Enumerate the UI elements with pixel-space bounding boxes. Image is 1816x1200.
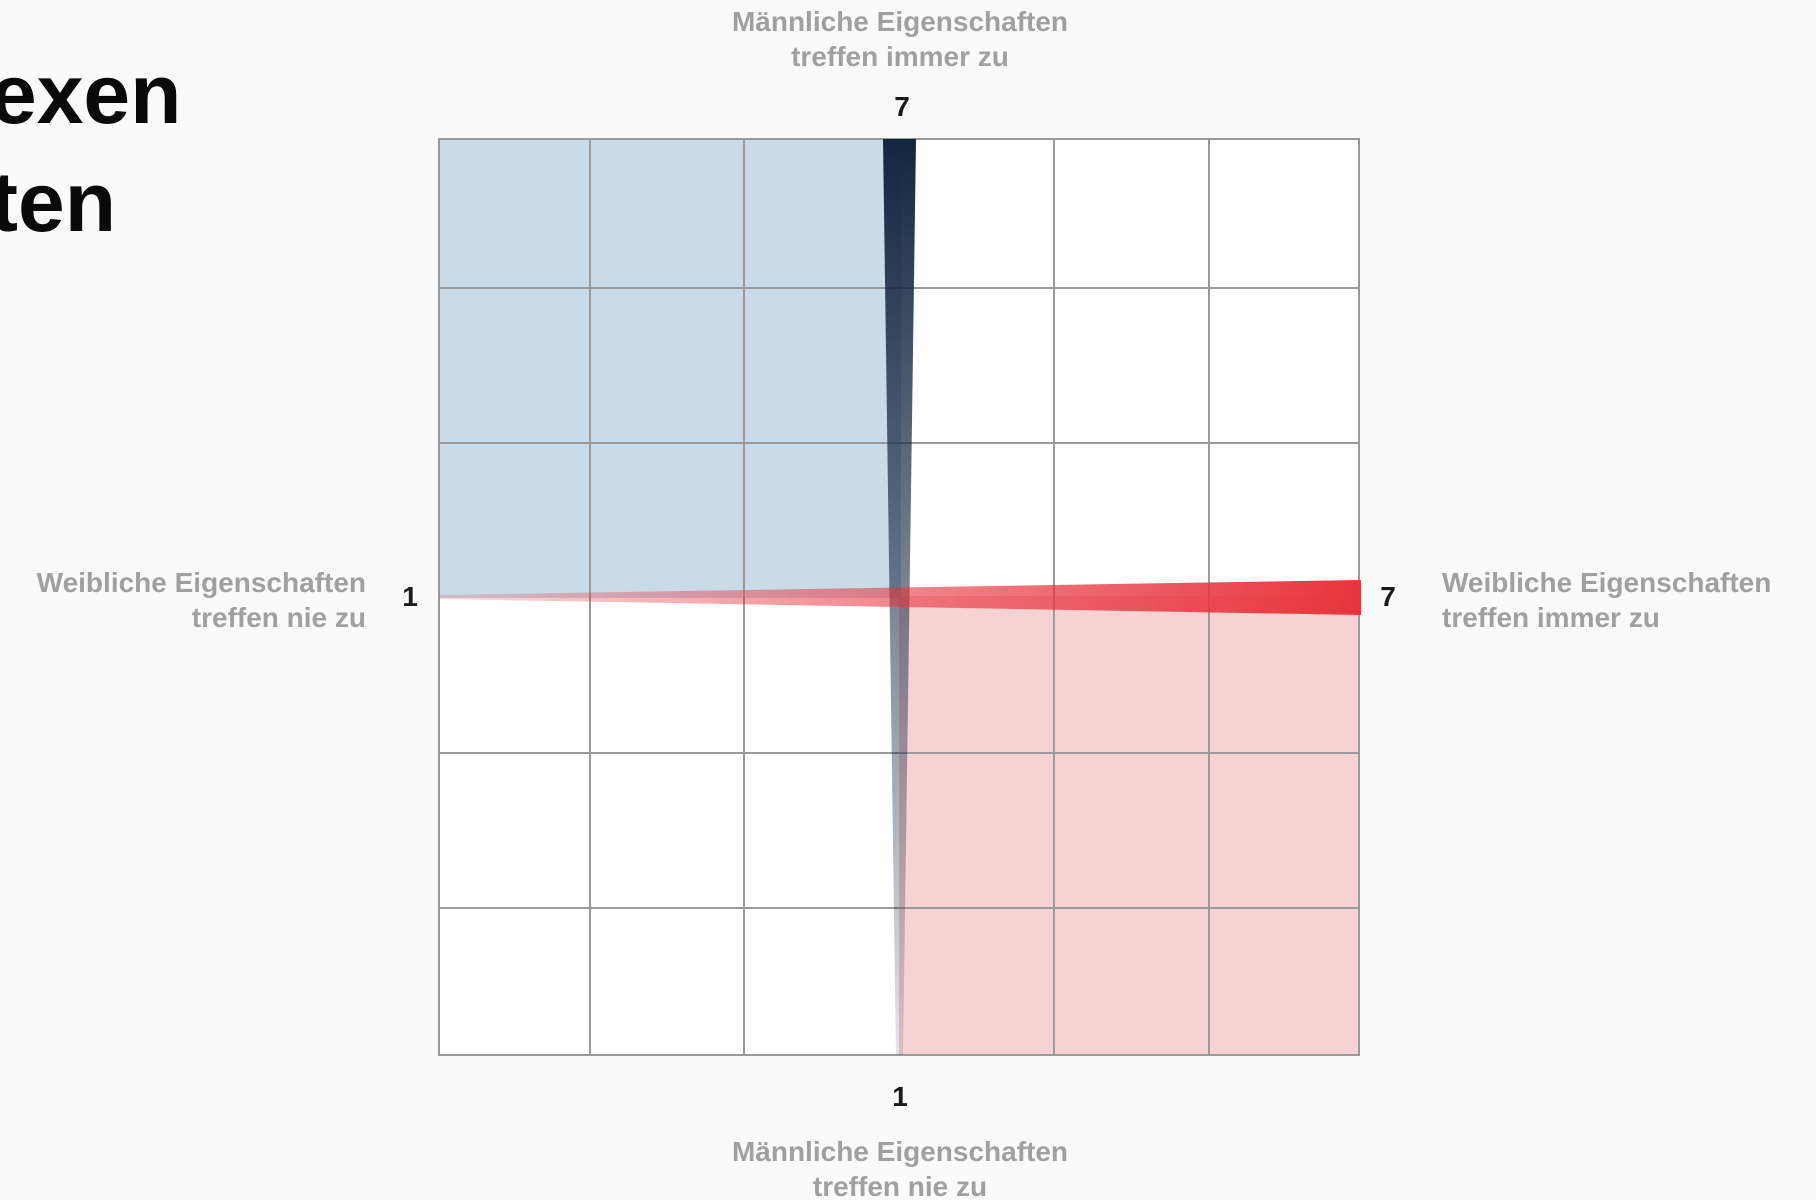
horizontal-axis-wedge <box>439 580 1361 615</box>
horizontal-axis-right-caption: Weibliche Eigenschaften treffen immer zu <box>1442 565 1816 635</box>
vertical-axis-bottom-caption-line-2: treffen nie zu <box>812 1171 988 1200</box>
horizontal-axis-left-caption-line-2: treffen nie zu <box>191 602 366 633</box>
horizontal-axis-left-caption-line-1: Weibliche Eigenschaften <box>36 567 366 598</box>
vertical-axis-max-label: 7 <box>894 91 910 122</box>
vertical-axis-top-caption-line-1: Männliche Eigenschaften <box>731 6 1069 37</box>
vertical-axis-min-label: 1 <box>892 1081 908 1112</box>
bottom-right-quadrant <box>899 596 1359 1055</box>
vertical-axis-bottom-caption: Männliche Eigenschaften treffen nie zu <box>700 1134 1100 1200</box>
vertical-axis-top-caption-line-2: treffen immer zu <box>791 41 1009 72</box>
page-title-line-1: exen <box>0 47 182 141</box>
horizontal-axis-left-caption: Weibliche Eigenschaften treffen nie zu <box>0 565 366 635</box>
horizontal-axis-max-label: 7 <box>1380 581 1396 612</box>
horizontal-axis-right-caption-line-1: Weibliche Eigenschaften <box>1442 567 1772 598</box>
horizontal-axis-min-label: 1 <box>402 581 418 612</box>
page-title: exen ten <box>0 40 181 256</box>
top-left-quadrant <box>439 139 901 598</box>
vertical-axis-top-caption: Männliche Eigenschaften treffen immer zu <box>700 4 1100 74</box>
vertical-axis-bottom-caption-line-1: Männliche Eigenschaften <box>731 1136 1069 1167</box>
horizontal-axis-right-caption-line-2: treffen immer zu <box>1442 602 1660 633</box>
page-title-line-2: ten <box>0 155 116 249</box>
